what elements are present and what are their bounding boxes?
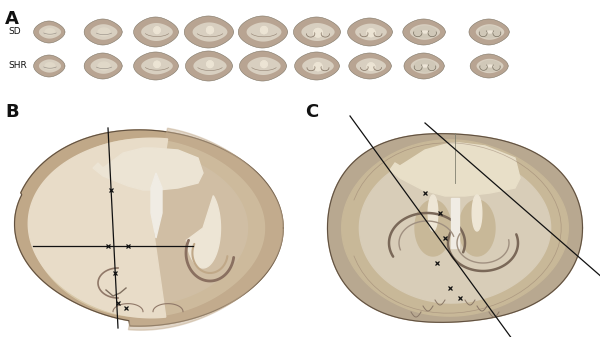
Polygon shape xyxy=(355,24,387,40)
Polygon shape xyxy=(39,59,61,72)
Polygon shape xyxy=(469,19,509,45)
Polygon shape xyxy=(34,55,65,77)
Text: SD: SD xyxy=(8,28,20,36)
Polygon shape xyxy=(28,138,167,318)
Polygon shape xyxy=(154,27,160,33)
Polygon shape xyxy=(39,25,61,39)
Polygon shape xyxy=(415,60,436,72)
Polygon shape xyxy=(414,26,436,38)
Polygon shape xyxy=(295,52,340,80)
Polygon shape xyxy=(487,65,493,67)
Polygon shape xyxy=(238,16,287,48)
Polygon shape xyxy=(49,151,247,305)
Polygon shape xyxy=(98,28,110,36)
Polygon shape xyxy=(347,18,392,46)
Polygon shape xyxy=(84,53,122,79)
Polygon shape xyxy=(260,27,268,34)
Polygon shape xyxy=(314,29,322,37)
Polygon shape xyxy=(359,153,551,303)
Polygon shape xyxy=(187,196,220,268)
Polygon shape xyxy=(260,27,268,34)
Polygon shape xyxy=(91,24,118,40)
Polygon shape xyxy=(342,140,568,316)
Polygon shape xyxy=(415,200,451,256)
Polygon shape xyxy=(390,143,520,196)
Polygon shape xyxy=(410,24,440,40)
Polygon shape xyxy=(91,58,118,74)
Polygon shape xyxy=(185,51,232,81)
Text: SHR: SHR xyxy=(8,61,27,70)
Polygon shape xyxy=(314,63,322,71)
Polygon shape xyxy=(476,59,503,73)
Polygon shape xyxy=(301,23,335,41)
Polygon shape xyxy=(141,58,173,74)
Polygon shape xyxy=(367,63,375,70)
Polygon shape xyxy=(184,16,233,48)
Polygon shape xyxy=(239,51,286,81)
Polygon shape xyxy=(293,17,340,47)
Polygon shape xyxy=(479,26,500,38)
Polygon shape xyxy=(476,24,504,40)
Polygon shape xyxy=(193,57,227,75)
Polygon shape xyxy=(403,19,445,45)
Polygon shape xyxy=(98,62,110,70)
Polygon shape xyxy=(154,61,160,67)
Polygon shape xyxy=(206,27,214,34)
Polygon shape xyxy=(14,130,283,326)
Polygon shape xyxy=(247,22,281,41)
Text: C: C xyxy=(305,103,318,121)
Polygon shape xyxy=(367,29,375,37)
Polygon shape xyxy=(154,61,160,67)
Polygon shape xyxy=(247,57,281,75)
Polygon shape xyxy=(207,61,213,67)
Polygon shape xyxy=(314,63,322,71)
Polygon shape xyxy=(34,21,65,43)
Polygon shape xyxy=(32,139,265,317)
Polygon shape xyxy=(302,58,334,74)
Polygon shape xyxy=(349,53,391,79)
Polygon shape xyxy=(193,22,227,41)
Polygon shape xyxy=(45,29,55,35)
Text: A: A xyxy=(5,10,19,28)
Polygon shape xyxy=(45,63,55,69)
Polygon shape xyxy=(404,53,444,79)
Polygon shape xyxy=(134,52,178,80)
Polygon shape xyxy=(328,134,583,322)
Polygon shape xyxy=(470,54,508,78)
Polygon shape xyxy=(134,17,178,47)
Polygon shape xyxy=(487,31,493,33)
Polygon shape xyxy=(141,23,173,41)
Polygon shape xyxy=(472,195,482,231)
Polygon shape xyxy=(422,31,428,33)
Polygon shape xyxy=(411,58,439,74)
Polygon shape xyxy=(314,29,322,37)
Polygon shape xyxy=(93,148,203,190)
Polygon shape xyxy=(151,173,162,238)
Polygon shape xyxy=(459,200,495,256)
Polygon shape xyxy=(367,29,375,37)
Polygon shape xyxy=(84,19,122,45)
Polygon shape xyxy=(422,65,428,67)
Polygon shape xyxy=(261,61,267,67)
Polygon shape xyxy=(480,61,500,71)
Polygon shape xyxy=(207,61,213,67)
Polygon shape xyxy=(428,195,438,231)
Polygon shape xyxy=(451,198,459,248)
Polygon shape xyxy=(154,27,160,33)
Polygon shape xyxy=(261,61,267,67)
Polygon shape xyxy=(367,63,375,70)
Text: B: B xyxy=(5,103,19,121)
Polygon shape xyxy=(206,27,214,34)
Polygon shape xyxy=(128,128,283,330)
Polygon shape xyxy=(356,58,386,74)
